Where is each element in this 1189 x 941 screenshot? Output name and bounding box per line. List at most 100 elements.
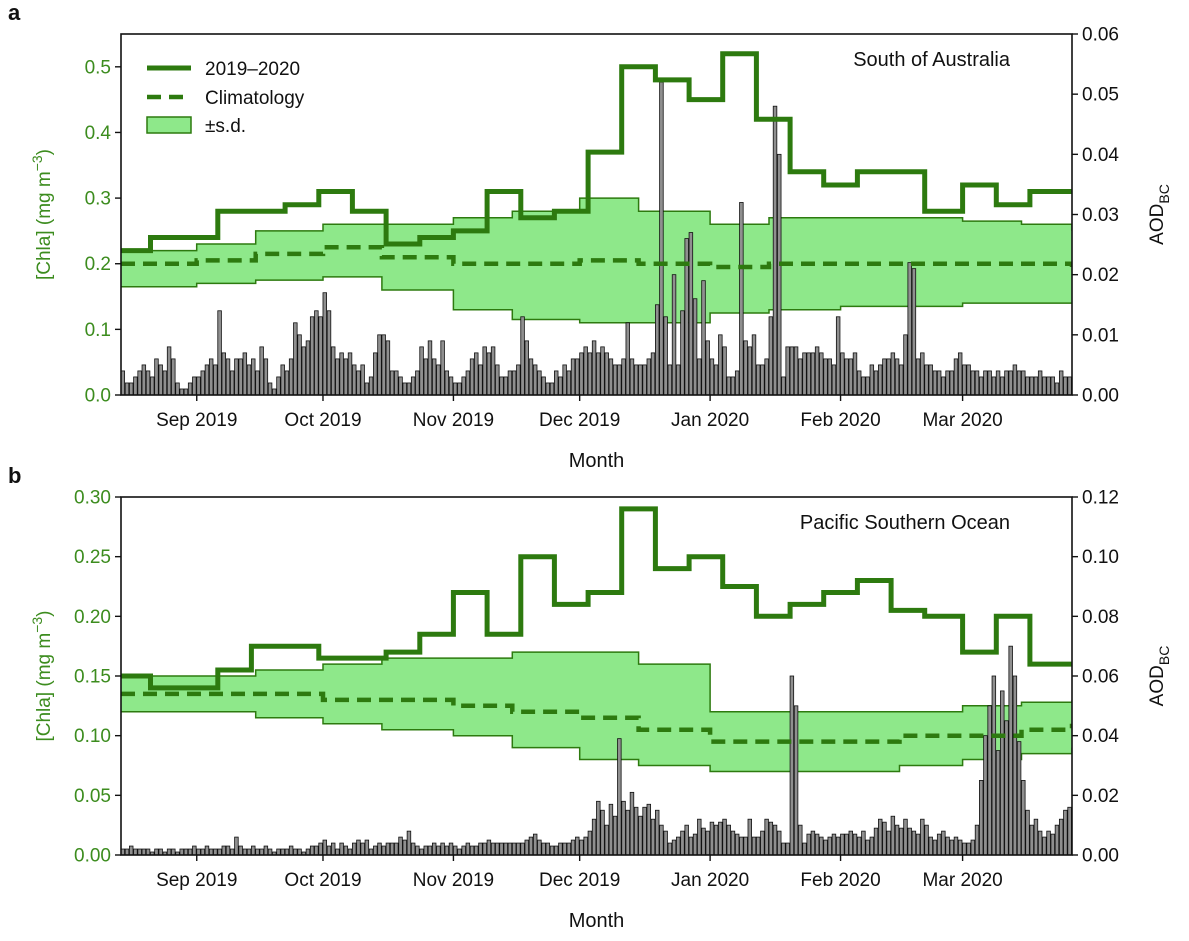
aod-bar xyxy=(490,842,496,855)
aod-bar xyxy=(600,346,605,395)
aod-bar xyxy=(486,352,492,395)
aod-bar xyxy=(162,851,168,855)
aod-bar xyxy=(221,352,227,395)
aod-bar xyxy=(431,842,437,855)
aod-bar xyxy=(932,839,938,855)
aod-bar xyxy=(873,827,879,855)
aod-bar xyxy=(558,376,563,395)
aod-bar xyxy=(612,364,618,395)
aod-bar xyxy=(175,851,180,855)
aod-bar xyxy=(970,370,976,395)
aod-bar xyxy=(482,842,487,855)
right-y-label-main: AOD xyxy=(1147,665,1168,706)
aod-bar xyxy=(722,818,727,855)
aod-bar xyxy=(781,376,786,395)
aod-bar xyxy=(251,358,256,395)
aod-bar xyxy=(1021,780,1026,855)
aod-bar xyxy=(406,382,412,395)
panel-letter: a xyxy=(8,0,21,25)
aod-bar xyxy=(680,310,685,395)
aod-bar xyxy=(701,827,706,855)
aod-bar xyxy=(137,848,142,855)
aod-bar xyxy=(713,824,719,855)
chart-title: South of Australia xyxy=(853,49,1011,71)
aod-bar xyxy=(499,376,504,395)
aod-bar xyxy=(907,827,912,855)
aod-bar xyxy=(545,842,551,855)
aod-bar xyxy=(991,376,997,395)
aod-bar xyxy=(1076,825,1080,855)
aod-bar xyxy=(705,830,710,855)
aod-bar xyxy=(760,830,765,855)
aod-bar xyxy=(301,346,306,395)
x-tick-label: Nov 2019 xyxy=(413,870,494,891)
aod-bar xyxy=(474,352,479,395)
aod-bar xyxy=(389,842,395,855)
aod-bar xyxy=(478,364,483,395)
aod-bar xyxy=(1008,370,1013,395)
x-tick-label: Mar 2020 xyxy=(922,870,1002,891)
aod-bar xyxy=(974,370,980,395)
aod-bar xyxy=(962,842,967,855)
aod-bar xyxy=(772,105,778,395)
left-y-tick-label: 0.15 xyxy=(74,667,111,688)
aod-bar xyxy=(486,839,492,855)
aod-bar xyxy=(743,340,748,395)
aod-bar xyxy=(756,836,761,855)
aod-bar xyxy=(562,842,567,855)
aod-bar xyxy=(604,824,609,855)
aod-bar xyxy=(255,370,260,395)
aod-bar xyxy=(347,352,353,395)
aod-bar xyxy=(516,842,521,855)
aod-bar xyxy=(503,376,508,395)
aod-bar xyxy=(638,364,643,395)
aod-bar xyxy=(1186,843,1189,855)
aod-bar xyxy=(465,370,471,395)
aod-bar xyxy=(629,791,635,855)
left-y-tick-label: 0.05 xyxy=(74,786,111,807)
aod-bar xyxy=(524,340,529,395)
left-y-axis-label: [Chla] (mg m−3) xyxy=(29,610,55,741)
aod-bar xyxy=(326,845,332,855)
aod-bar xyxy=(659,824,664,855)
aod-bar xyxy=(305,340,311,395)
aod-bar xyxy=(873,370,879,395)
aod-bar xyxy=(246,848,252,855)
aod-bar xyxy=(415,845,420,855)
aod-bar xyxy=(1042,836,1047,855)
aod-bar xyxy=(743,836,748,855)
aod-bar xyxy=(368,848,374,855)
aod-bar xyxy=(1148,834,1152,855)
x-tick-label: Jan 2020 xyxy=(671,870,749,891)
left-y-tick-label: 0.4 xyxy=(85,123,112,144)
aod-bar xyxy=(394,370,399,395)
aod-bar xyxy=(844,833,849,855)
aod-bar xyxy=(377,842,382,855)
aod-bar xyxy=(368,376,374,395)
aod-bar xyxy=(638,815,643,855)
aod-bar xyxy=(650,352,656,395)
aod-bar xyxy=(1054,382,1060,395)
aod-bar xyxy=(385,340,391,395)
right-y-tick-label: 0.04 xyxy=(1082,145,1119,166)
aod-bar xyxy=(983,735,988,855)
aod-bar xyxy=(915,833,921,855)
aod-bar xyxy=(953,836,959,855)
aod-bar xyxy=(373,845,378,855)
aod-bar xyxy=(806,352,811,395)
aod-bar xyxy=(848,830,853,855)
aod-bar xyxy=(1016,370,1022,395)
aod-bar xyxy=(1139,831,1143,855)
aod-bar xyxy=(705,340,710,395)
aod-bar xyxy=(726,824,731,855)
aod-bar xyxy=(575,836,580,855)
aod-bar xyxy=(360,842,365,855)
sd-upper-line xyxy=(121,651,1072,713)
aod-bar xyxy=(129,845,134,855)
aod-bar xyxy=(751,334,757,395)
left-y-tick-label: 0.30 xyxy=(74,488,111,509)
aod-bar xyxy=(461,845,466,855)
left-y-tick-label: 0.25 xyxy=(74,547,111,568)
aod-bar xyxy=(293,322,298,395)
aod-bar xyxy=(204,845,210,855)
